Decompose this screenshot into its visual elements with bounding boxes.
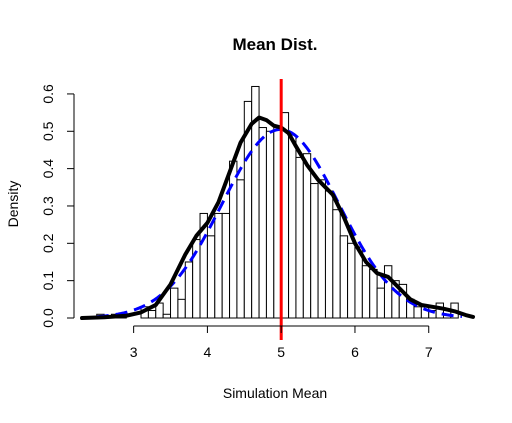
histogram-bar [317,179,326,319]
kernel-density-curve [80,115,475,320]
histogram-bar [214,212,223,319]
x-axis: 3 4 5 6 7 [130,325,433,360]
histogram-bar [170,287,179,319]
histogram-bar [162,313,172,319]
histogram-bar [347,242,356,319]
y-tick-label: 0.5 [40,121,56,141]
histogram-bar [147,310,157,319]
y-axis: 0.0 0.1 0.2 0.3 0.4 0.5 0.6 [40,84,75,328]
histogram-bar [435,302,444,319]
y-axis-label: Density [5,181,21,228]
histogram-bar [310,183,319,319]
chart-title: Mean Dist. [232,35,317,54]
histogram-bar [361,265,371,319]
histogram-bar [265,130,275,319]
curves-layer [80,79,475,340]
histogram-bar [332,209,341,319]
histogram-bar [369,268,378,319]
y-tick-label: 0.4 [40,159,56,179]
histogram-bars [96,85,459,319]
histogram-bar [383,265,393,319]
y-tick-label: 0.0 [40,308,56,328]
histogram-bar [221,212,231,319]
x-tick-label: 7 [425,344,433,360]
histogram-bar [236,179,245,319]
x-tick-label: 6 [351,344,359,360]
histogram-bar [206,235,216,319]
x-axis-label: Simulation Mean [223,385,327,401]
histogram-bar [288,134,297,319]
x-tick-label: 4 [204,344,212,360]
histogram-bar [184,261,194,319]
histogram-bar [413,306,422,319]
y-tick-label: 0.2 [40,233,56,253]
histogram-bar [339,235,349,319]
histogram-bar [258,127,267,319]
y-tick-label: 0.1 [40,271,56,291]
y-tick-label: 0.3 [40,196,56,216]
y-tick-label: 0.6 [40,84,56,104]
histogram-bar [295,156,304,319]
histogram-bar [302,153,312,319]
histogram-bar [324,190,334,319]
normal-density-curve [96,127,463,319]
x-tick-label: 5 [277,344,285,360]
histogram-bar [376,287,385,319]
histogram-bar [177,298,186,319]
x-tick-label: 3 [130,344,138,360]
